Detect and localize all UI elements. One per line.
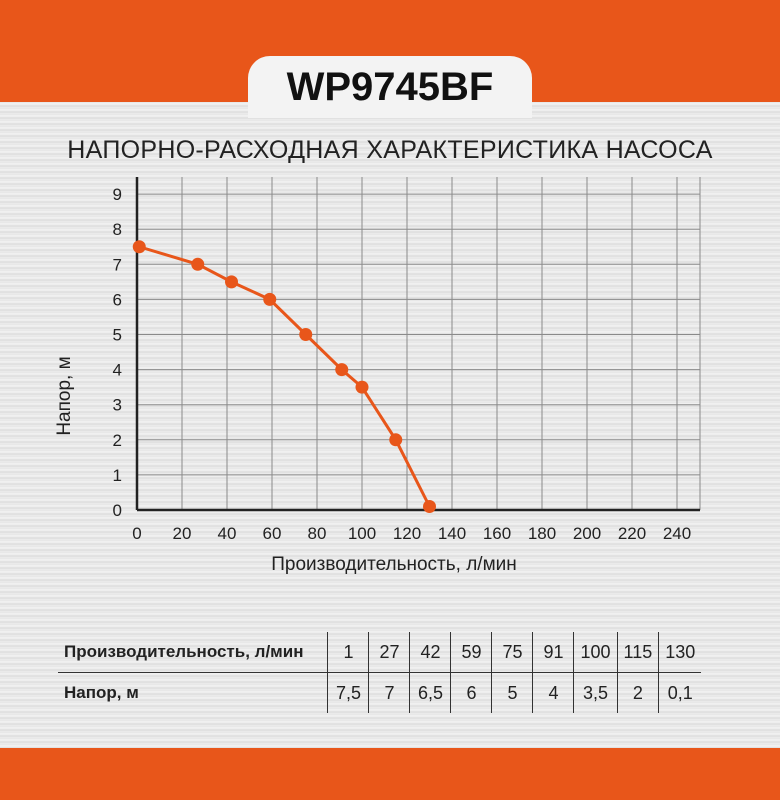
table-cell: 1 — [327, 632, 369, 673]
x-tick-label: 220 — [618, 524, 646, 543]
table-cell: 3,5 — [573, 672, 618, 713]
table-cell: 7,5 — [327, 672, 369, 713]
table-cell: 130 — [658, 632, 702, 673]
y-tick-label: 6 — [113, 290, 122, 309]
data-point — [423, 499, 436, 513]
y-tick-label: 9 — [113, 185, 122, 204]
bottom-orange-bar — [0, 748, 780, 800]
y-axis-label: Напор, м — [54, 356, 75, 435]
model-title: WP9745BF — [248, 56, 532, 118]
y-tick-label: 5 — [113, 326, 122, 345]
table-cell: 115 — [616, 632, 659, 673]
y-tick-label: 1 — [113, 466, 122, 485]
x-tick-label: 240 — [663, 524, 691, 543]
x-tick-label: 60 — [263, 524, 282, 543]
data-table: Производительность, л/мин 1 27 42 59 75 91 100 1… — [58, 632, 702, 713]
table-cell: 91 — [532, 632, 574, 673]
x-tick-label: 80 — [308, 524, 327, 543]
data-point — [225, 275, 238, 289]
chart-title: НАПОРНО-РАСХОДНАЯ ХАРАКТЕРИСТИКА НАСОСА — [67, 136, 713, 164]
x-tick-label: 20 — [173, 524, 192, 543]
table-cell: 27 — [368, 632, 410, 673]
data-point — [263, 292, 277, 306]
data-point — [389, 433, 403, 447]
data-point — [191, 257, 205, 271]
y-tick-label: 8 — [113, 220, 122, 239]
table-cell: 4 — [532, 672, 574, 713]
data-point — [299, 328, 313, 341]
y-tick-label: 3 — [113, 396, 122, 415]
x-tick-label: 120 — [393, 524, 421, 543]
table-cell: 100 — [573, 632, 618, 673]
x-tick-label: 100 — [348, 524, 376, 543]
y-tick-label: 4 — [113, 361, 122, 380]
row-label-flow: Производительность, л/мин — [58, 632, 328, 673]
table-cell: 75 — [491, 632, 533, 673]
x-tick-label: 0 — [132, 524, 141, 543]
x-tick-label: 140 — [438, 524, 466, 543]
series-line — [138, 245, 431, 508]
y-tick-label: 7 — [113, 255, 122, 274]
table-cell: 59 — [450, 632, 492, 673]
table-cell: 5 — [491, 672, 533, 713]
data-point — [335, 363, 349, 377]
x-tick-label: 200 — [573, 524, 601, 543]
row-label-head: Напор, м — [64, 683, 139, 702]
table-cell: 6 — [450, 672, 492, 713]
table-cell: 7 — [368, 672, 410, 713]
data-point — [132, 240, 146, 254]
table-cell: 42 — [409, 632, 451, 673]
y-tick-label: 0 — [113, 501, 122, 520]
x-axis-label: Производительность, л/мин — [271, 554, 517, 575]
data-point — [355, 380, 369, 394]
x-tick-label: 160 — [483, 524, 511, 543]
table-cell: 6,5 — [409, 672, 451, 713]
y-tick-label: 2 — [113, 431, 122, 450]
table-cell: 0,1 — [658, 672, 702, 713]
table-cell: 2 — [616, 672, 659, 713]
chart-svg: 0 20 40 60 80 100 120 140 160 180 200 220 240 0 1 2 3 4 5 6… — [54, 177, 701, 575]
x-tick-label: 180 — [528, 524, 556, 543]
x-tick-label: 40 — [218, 524, 237, 543]
